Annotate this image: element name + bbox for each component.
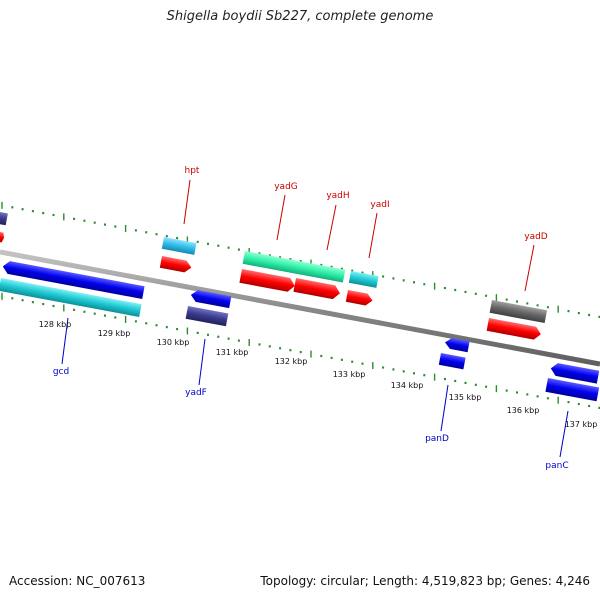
gene-feature-shape (348, 271, 379, 288)
gene-feature (348, 271, 379, 288)
gene-feature-shape (545, 378, 600, 402)
gene-label-yadg: yadG (274, 182, 298, 192)
gene-feature (159, 256, 192, 273)
gene-feature (438, 353, 466, 370)
scale-label: 132 kbp (275, 357, 308, 366)
gene-feature (190, 290, 232, 309)
gene-feature (345, 290, 373, 306)
scale-labels: 128 kbp 129 kbp 130 kbp 131 kbp 132 kbp 133 k… (39, 320, 598, 429)
gene-feature-shape (242, 251, 346, 283)
gene-leader-line (440, 384, 449, 432)
gene-feature-shape (489, 300, 548, 324)
scale-label: 129 kbp (98, 329, 131, 338)
gene-feature-shape (239, 269, 295, 292)
gene-feature-shape (190, 290, 232, 309)
reverse-strand-ticks (1, 292, 600, 409)
forward-strand-ticks (1, 201, 600, 318)
scale-label: 137 kbp (565, 420, 598, 429)
gene-feature (444, 338, 470, 353)
gene-label-yadf: yadF (185, 388, 207, 398)
gene-feature (0, 212, 8, 226)
gene-feature-shape (161, 237, 197, 255)
map-title: Shigella boydii Sb227, complete genome (166, 9, 434, 24)
gene-leader-line (198, 338, 206, 386)
gene-feature (161, 237, 197, 255)
gene-feature (486, 318, 541, 340)
gene-feature (2, 261, 145, 300)
scale-label: 128 kbp (39, 320, 72, 329)
gene-leader-line (276, 194, 286, 241)
gene-leader-line (524, 244, 535, 292)
scale-label: 131 kbp (216, 348, 249, 357)
gene-leader-line (326, 204, 337, 251)
gene-feature-shape (293, 278, 340, 300)
gene-leader-line (368, 212, 378, 259)
gene-feature (0, 232, 4, 243)
gene-feature-shape (185, 306, 229, 327)
gene-feature-shape (0, 212, 8, 226)
gene-feature-shape (159, 256, 192, 273)
gene-feature-shape (345, 290, 373, 306)
gene-features (0, 212, 600, 402)
gene-feature-shape (550, 363, 600, 384)
gene-feature (185, 306, 229, 327)
gene-leader-line (183, 179, 191, 225)
gene-feature-shape (0, 278, 142, 318)
gene-feature-shape (438, 353, 466, 370)
gene-label-yadi: yadI (370, 200, 389, 210)
scale-label: 136 kbp (507, 406, 540, 415)
gene-label-gcd: gcd (53, 367, 69, 377)
gene-feature-shape (2, 261, 145, 300)
genome-backbone (0, 249, 600, 367)
accession-label: Accession: NC_007613 (9, 574, 146, 588)
gene-feature (293, 278, 340, 300)
gene-feature (242, 251, 346, 283)
gene-labels: hpt yadG yadH yadI yadD gcd yadF panD panC (53, 166, 569, 471)
gene-feature (550, 363, 600, 384)
gene-leader-line (559, 410, 569, 458)
gene-label-yadh: yadH (326, 191, 349, 201)
gene-feature (0, 278, 142, 318)
genome-summary: Topology: circular; Length: 4,519,823 bp… (260, 574, 590, 588)
gene-feature-shape (444, 338, 470, 353)
gene-feature (545, 378, 600, 402)
gene-feature-shape (486, 318, 541, 340)
gene-feature-shape (0, 232, 4, 243)
scale-label: 133 kbp (333, 370, 366, 379)
gene-feature (239, 269, 295, 292)
gene-label-pand: panD (425, 434, 449, 444)
scale-label: 134 kbp (391, 381, 424, 390)
gene-label-panc: panC (545, 461, 568, 471)
gene-feature (489, 300, 548, 324)
gene-leader-line (61, 317, 69, 365)
scale-label: 135 kbp (449, 393, 482, 402)
scale-label: 130 kbp (157, 338, 190, 347)
gene-label-hpt: hpt (185, 166, 200, 176)
gene-label-yadd: yadD (524, 232, 548, 242)
